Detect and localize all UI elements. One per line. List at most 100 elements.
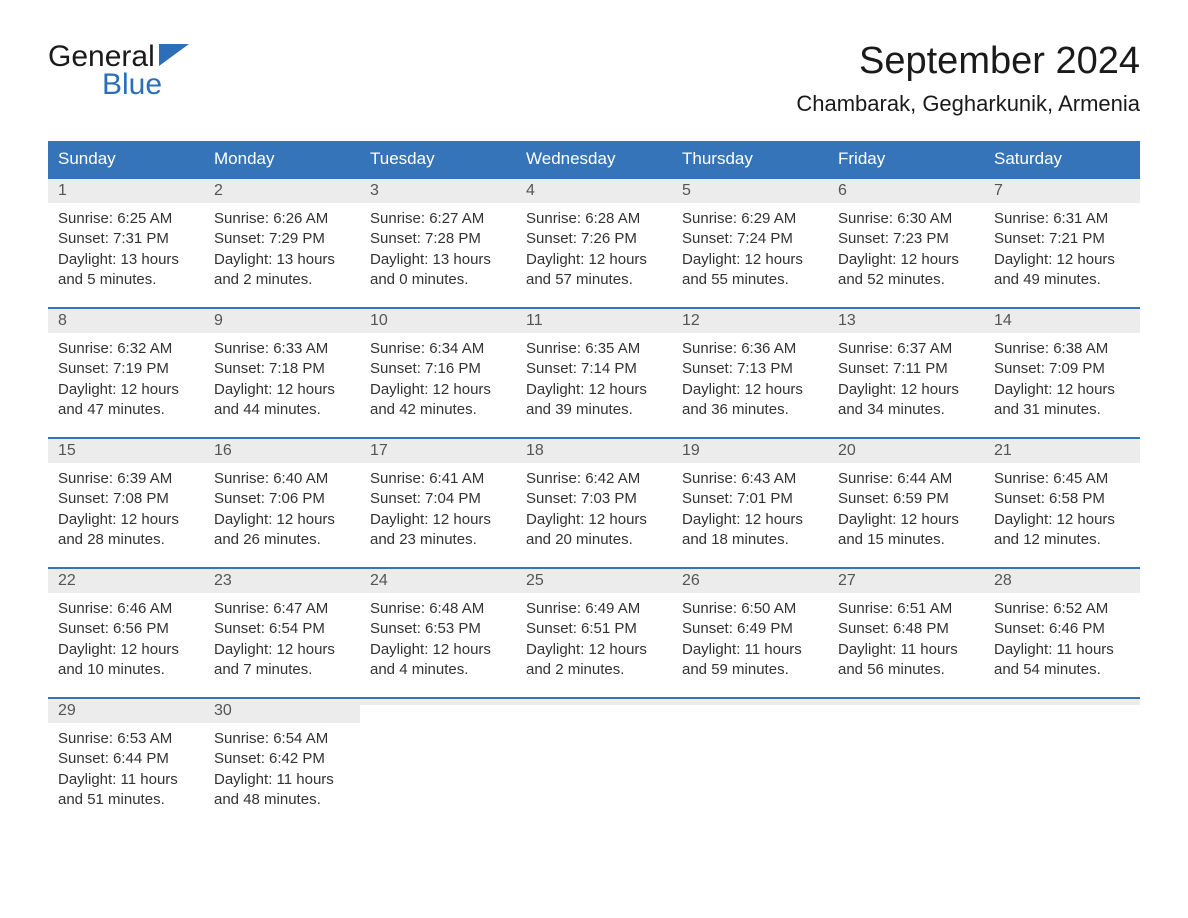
daylight-label: Daylight: bbox=[214, 251, 272, 268]
sunrise-label: Sunrise: bbox=[838, 210, 893, 227]
daylight-line: Daylight: 11 hours and 54 minutes. bbox=[994, 640, 1130, 681]
sunrise-line: Sunrise: 6:29 AM bbox=[682, 209, 818, 229]
sunset-value: 7:21 PM bbox=[1049, 230, 1105, 247]
day-number: 29 bbox=[48, 699, 204, 723]
day-number: 8 bbox=[48, 309, 204, 333]
sunrise-value: 6:54 AM bbox=[273, 730, 328, 747]
sunrise-value: 6:35 AM bbox=[585, 340, 640, 357]
calendar-day-cell bbox=[672, 697, 828, 827]
sunrise-label: Sunrise: bbox=[214, 340, 269, 357]
daylight-label: Daylight: bbox=[838, 641, 896, 658]
day-details: Sunrise: 6:54 AMSunset: 6:42 PMDaylight:… bbox=[204, 723, 360, 822]
sunset-line: Sunset: 6:54 PM bbox=[214, 619, 350, 639]
sunset-label: Sunset: bbox=[214, 620, 265, 637]
sunrise-line: Sunrise: 6:33 AM bbox=[214, 339, 350, 359]
column-header: Thursday bbox=[672, 141, 828, 177]
page-subtitle: Chambarak, Gegharkunik, Armenia bbox=[796, 91, 1140, 117]
sunrise-label: Sunrise: bbox=[526, 470, 581, 487]
calendar-day-cell: 29Sunrise: 6:53 AMSunset: 6:44 PMDayligh… bbox=[48, 697, 204, 827]
calendar-day-cell: 11Sunrise: 6:35 AMSunset: 7:14 PMDayligh… bbox=[516, 307, 672, 437]
day-details: Sunrise: 6:43 AMSunset: 7:01 PMDaylight:… bbox=[672, 463, 828, 562]
daylight-line: Daylight: 12 hours and 49 minutes. bbox=[994, 250, 1130, 291]
daylight-line: Daylight: 12 hours and 31 minutes. bbox=[994, 380, 1130, 421]
daylight-label: Daylight: bbox=[370, 511, 428, 528]
calendar-day-cell: 24Sunrise: 6:48 AMSunset: 6:53 PMDayligh… bbox=[360, 567, 516, 697]
sunset-label: Sunset: bbox=[214, 490, 265, 507]
sunset-line: Sunset: 6:59 PM bbox=[838, 489, 974, 509]
sunrise-value: 6:25 AM bbox=[117, 210, 172, 227]
calendar-week-row: 22Sunrise: 6:46 AMSunset: 6:56 PMDayligh… bbox=[48, 567, 1140, 697]
sunset-value: 6:58 PM bbox=[1049, 490, 1105, 507]
sunset-line: Sunset: 7:11 PM bbox=[838, 359, 974, 379]
daylight-label: Daylight: bbox=[682, 641, 740, 658]
sunrise-line: Sunrise: 6:36 AM bbox=[682, 339, 818, 359]
sunset-value: 6:42 PM bbox=[269, 750, 325, 767]
day-details: Sunrise: 6:44 AMSunset: 6:59 PMDaylight:… bbox=[828, 463, 984, 562]
sunset-label: Sunset: bbox=[526, 490, 577, 507]
sunrise-label: Sunrise: bbox=[526, 340, 581, 357]
sunrise-value: 6:34 AM bbox=[429, 340, 484, 357]
sunrise-label: Sunrise: bbox=[994, 470, 1049, 487]
daylight-label: Daylight: bbox=[58, 511, 116, 528]
sunset-label: Sunset: bbox=[526, 620, 577, 637]
daylight-label: Daylight: bbox=[994, 251, 1052, 268]
day-details: Sunrise: 6:49 AMSunset: 6:51 PMDaylight:… bbox=[516, 593, 672, 692]
calendar-day-cell: 17Sunrise: 6:41 AMSunset: 7:04 PMDayligh… bbox=[360, 437, 516, 567]
daylight-label: Daylight: bbox=[58, 771, 116, 788]
sunrise-value: 6:32 AM bbox=[117, 340, 172, 357]
sunset-value: 6:44 PM bbox=[113, 750, 169, 767]
sunset-line: Sunset: 7:24 PM bbox=[682, 229, 818, 249]
daylight-line: Daylight: 12 hours and 39 minutes. bbox=[526, 380, 662, 421]
sunset-label: Sunset: bbox=[58, 360, 109, 377]
day-details: Sunrise: 6:30 AMSunset: 7:23 PMDaylight:… bbox=[828, 203, 984, 302]
sunrise-value: 6:27 AM bbox=[429, 210, 484, 227]
day-number: 2 bbox=[204, 179, 360, 203]
sunrise-label: Sunrise: bbox=[370, 210, 425, 227]
daylight-label: Daylight: bbox=[370, 251, 428, 268]
sunrise-line: Sunrise: 6:28 AM bbox=[526, 209, 662, 229]
sunset-line: Sunset: 7:31 PM bbox=[58, 229, 194, 249]
daylight-label: Daylight: bbox=[214, 641, 272, 658]
daylight-line: Daylight: 12 hours and 2 minutes. bbox=[526, 640, 662, 681]
day-details: Sunrise: 6:39 AMSunset: 7:08 PMDaylight:… bbox=[48, 463, 204, 562]
sunrise-value: 6:43 AM bbox=[741, 470, 796, 487]
day-number: 12 bbox=[672, 309, 828, 333]
calendar-table: SundayMondayTuesdayWednesdayThursdayFrid… bbox=[48, 141, 1140, 827]
day-details: Sunrise: 6:36 AMSunset: 7:13 PMDaylight:… bbox=[672, 333, 828, 432]
daylight-line: Daylight: 12 hours and 44 minutes. bbox=[214, 380, 350, 421]
calendar-day-cell bbox=[984, 697, 1140, 827]
calendar-body: 1Sunrise: 6:25 AMSunset: 7:31 PMDaylight… bbox=[48, 177, 1140, 827]
sunrise-value: 6:41 AM bbox=[429, 470, 484, 487]
sunrise-label: Sunrise: bbox=[838, 470, 893, 487]
daylight-label: Daylight: bbox=[214, 771, 272, 788]
daylight-line: Daylight: 12 hours and 15 minutes. bbox=[838, 510, 974, 551]
calendar-day-cell: 27Sunrise: 6:51 AMSunset: 6:48 PMDayligh… bbox=[828, 567, 984, 697]
sunset-label: Sunset: bbox=[838, 360, 889, 377]
sunset-value: 6:56 PM bbox=[113, 620, 169, 637]
sunrise-line: Sunrise: 6:48 AM bbox=[370, 599, 506, 619]
daylight-label: Daylight: bbox=[58, 641, 116, 658]
calendar-day-cell: 20Sunrise: 6:44 AMSunset: 6:59 PMDayligh… bbox=[828, 437, 984, 567]
calendar-day-cell: 14Sunrise: 6:38 AMSunset: 7:09 PMDayligh… bbox=[984, 307, 1140, 437]
sunrise-label: Sunrise: bbox=[370, 600, 425, 617]
daylight-line: Daylight: 13 hours and 2 minutes. bbox=[214, 250, 350, 291]
sunset-value: 6:54 PM bbox=[269, 620, 325, 637]
day-details: Sunrise: 6:33 AMSunset: 7:18 PMDaylight:… bbox=[204, 333, 360, 432]
sunset-label: Sunset: bbox=[682, 490, 733, 507]
daylight-label: Daylight: bbox=[838, 381, 896, 398]
day-number: 11 bbox=[516, 309, 672, 333]
sunset-line: Sunset: 7:16 PM bbox=[370, 359, 506, 379]
sunrise-label: Sunrise: bbox=[214, 600, 269, 617]
daylight-label: Daylight: bbox=[370, 641, 428, 658]
calendar-day-cell: 4Sunrise: 6:28 AMSunset: 7:26 PMDaylight… bbox=[516, 177, 672, 307]
calendar-week-row: 15Sunrise: 6:39 AMSunset: 7:08 PMDayligh… bbox=[48, 437, 1140, 567]
logo: General Blue bbox=[48, 40, 189, 102]
sunrise-line: Sunrise: 6:27 AM bbox=[370, 209, 506, 229]
day-number: 25 bbox=[516, 569, 672, 593]
sunrise-line: Sunrise: 6:37 AM bbox=[838, 339, 974, 359]
day-number: 10 bbox=[360, 309, 516, 333]
daylight-line: Daylight: 13 hours and 5 minutes. bbox=[58, 250, 194, 291]
sunset-value: 6:49 PM bbox=[737, 620, 793, 637]
calendar-day-cell bbox=[516, 697, 672, 827]
sunset-line: Sunset: 6:44 PM bbox=[58, 749, 194, 769]
